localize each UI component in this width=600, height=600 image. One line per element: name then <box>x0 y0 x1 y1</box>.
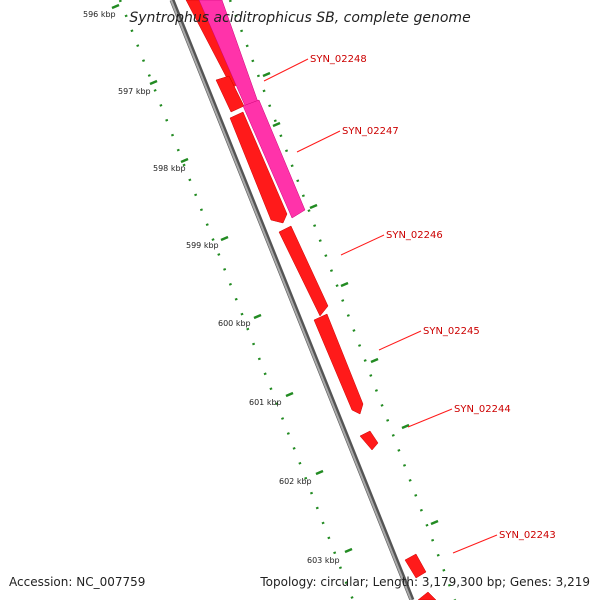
gene-label[interactable]: SYN_02243 <box>499 530 556 541</box>
gene-feature-9[interactable] <box>404 553 427 579</box>
tick-track-left <box>111 0 355 600</box>
right-major-tick-1 <box>262 71 271 78</box>
leader-line-1 <box>263 58 309 82</box>
gene-label[interactable]: SYN_02245 <box>423 326 480 337</box>
right-major-tick-5 <box>370 357 379 364</box>
gene-feature-6[interactable] <box>278 225 329 317</box>
gene-label[interactable]: SYN_02248 <box>310 54 367 65</box>
right-major-tick-6 <box>401 423 410 430</box>
tick-label: 600 kbp <box>218 319 251 328</box>
gene-feature-4-highlight[interactable] <box>242 99 306 219</box>
tick-label: 598 kbp <box>153 164 186 173</box>
gene-feature-8[interactable] <box>359 430 379 451</box>
leader-line-3 <box>340 234 385 256</box>
genome-title: Syntrophus aciditrophicus SB, complete g… <box>129 10 470 26</box>
tick-label: 601 kbp <box>249 398 282 407</box>
major-tick-596 <box>111 3 120 10</box>
major-tick-598 <box>180 157 189 164</box>
genome-backbone <box>169 0 415 600</box>
right-major-tick-7 <box>430 519 439 526</box>
tick-label: 603 kbp <box>307 556 340 565</box>
leader-line-4 <box>378 330 422 351</box>
major-tick-597 <box>149 79 158 86</box>
leader-line-5 <box>407 408 453 428</box>
leader-line-2 <box>296 130 341 153</box>
minor-tick-dots-left <box>118 0 355 600</box>
gene-label[interactable]: SYN_02247 <box>342 126 399 137</box>
gene-label-leaders <box>263 58 498 554</box>
gene-label[interactable]: SYN_02246 <box>386 230 443 241</box>
tick-label: 599 kbp <box>186 241 219 250</box>
major-tick-601 <box>285 391 294 398</box>
gene-feature-5[interactable] <box>229 111 288 224</box>
gene-feature-7[interactable] <box>313 313 364 415</box>
tick-label: 602 kbp <box>279 477 312 486</box>
major-tick-603 <box>344 547 353 554</box>
gene-label[interactable]: SYN_02244 <box>454 404 511 415</box>
genome-summary-text: Topology: circular; Length: 3,179,300 bp… <box>259 575 590 589</box>
leader-line-6 <box>452 534 498 554</box>
major-tick-602 <box>315 469 324 476</box>
tick-track-right <box>228 0 457 600</box>
accession-text: Accession: NC_007759 <box>9 575 145 589</box>
gene-features <box>185 0 437 600</box>
tick-label: 596 kbp <box>83 10 116 19</box>
minor-tick-dots-right <box>228 0 457 600</box>
right-major-tick-3 <box>309 203 318 210</box>
right-major-tick-2 <box>272 121 281 128</box>
major-tick-599 <box>220 235 229 242</box>
right-major-tick-4 <box>340 281 349 288</box>
backbone-highlight <box>170 0 412 600</box>
gene-feature-10[interactable] <box>417 591 437 600</box>
tick-label: 597 kbp <box>118 87 151 96</box>
major-tick-600 <box>253 313 262 320</box>
tick-labels: 596 kbp 597 kbp 598 kbp 599 kbp 600 kbp … <box>83 10 340 565</box>
gene-labels: SYN_02248 SYN_02247 SYN_02246 SYN_02245 … <box>310 54 556 541</box>
